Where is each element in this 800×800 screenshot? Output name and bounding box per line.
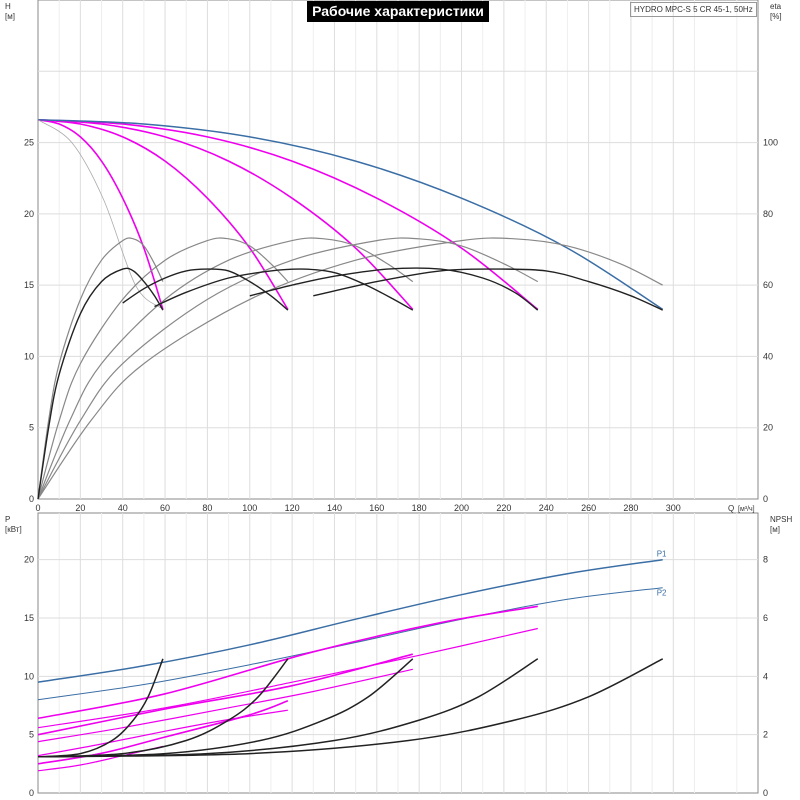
bottom-y2-tick-label: 0 <box>763 788 768 798</box>
pump-model-label: HYDRO MPC-S 5 CR 45-1, 50Hz <box>630 2 757 17</box>
bottom-npsh-curves-series-line <box>37 658 664 758</box>
top-y2-tick-label: 60 <box>763 280 773 290</box>
bottom-y-tick-label: 15 <box>24 613 34 623</box>
top-x-tick-label: 200 <box>454 503 469 513</box>
top-x-tick-label: 0 <box>35 503 40 513</box>
bottom-y2-axis-label: NPSH <box>770 515 792 524</box>
top-efficiency-curves-series-line <box>37 237 663 500</box>
top-x-axis-label: Q <box>728 504 734 513</box>
top-y-axis-unit: [м] <box>5 12 15 21</box>
top-x-tick-label: 140 <box>327 503 342 513</box>
top-x-tick-label: 20 <box>75 503 85 513</box>
bottom-npsh-curves-series-line <box>37 658 164 758</box>
top-head-system-curve-series-line <box>37 119 664 311</box>
top-efficiency-curves-series-line <box>37 237 414 500</box>
top-y-tick-label: 5 <box>29 423 34 433</box>
top-x-tick-label: 220 <box>496 503 511 513</box>
top-y2-axis-unit: [%] <box>770 12 782 21</box>
top-efficiency-curves-dark-series-line <box>249 267 539 311</box>
bottom-y-tick-label: 20 <box>24 555 34 565</box>
bottom-series-annotation-p1: P1 <box>657 550 667 559</box>
top-head-pump-curves-secondary-series-line <box>37 119 162 309</box>
bottom-power-curves-upper-series-line <box>37 653 414 736</box>
bottom-p1-series-line <box>37 558 663 683</box>
top-x-tick-label: 60 <box>160 503 170 513</box>
bottom-y2-tick-label: 6 <box>763 613 768 623</box>
top-y-axis-label: H <box>5 2 11 11</box>
bottom-y2-tick-label: 8 <box>763 555 768 565</box>
bottom-y2-axis-unit: [м] <box>770 525 780 534</box>
bottom-power-curves-upper-series-line <box>37 605 538 720</box>
top-efficiency-curves-dark-series-line <box>37 267 164 500</box>
chart-title: Рабочие характеристики <box>307 1 489 22</box>
top-y-tick-label: 15 <box>24 280 34 290</box>
top-efficiency-curves-dark-series-line <box>154 268 414 311</box>
head-efficiency-panel: 0 5 10 15 20 25 0 20 40 60 80 100 H[м] eta[%] 0 20 40 60 8… <box>5 0 782 513</box>
bottom-y-tick-label: 0 <box>29 788 34 798</box>
top-x-tick-label: 240 <box>539 503 554 513</box>
top-y2-tick-label: 40 <box>763 351 773 361</box>
bottom-series-annotation-p2: P2 <box>657 589 667 598</box>
top-head-pump-curves-series-line <box>37 119 289 310</box>
bottom-p2-series-line <box>37 587 663 701</box>
bottom-y-axis-label: P <box>5 515 10 524</box>
top-x-tick-label: 160 <box>369 503 384 513</box>
top-x-tick-label: 80 <box>202 503 212 513</box>
bottom-y-axis-unit: [кВт] <box>5 525 22 534</box>
top-x-tick-label: 260 <box>581 503 596 513</box>
top-head-pump-curves-series-line <box>37 119 414 310</box>
bottom-y-tick-label: 5 <box>29 730 34 740</box>
bottom-power-curves-series-line <box>37 668 413 743</box>
top-y2-tick-label: 100 <box>763 138 778 148</box>
bottom-y2-tick-label: 4 <box>763 671 768 681</box>
top-head-pump-curves-series-line <box>37 119 539 311</box>
top-x-tick-label: 120 <box>285 503 300 513</box>
top-x-tick-label: 180 <box>412 503 427 513</box>
top-x-tick-label: 280 <box>623 503 638 513</box>
bottom-power-curves-series-line <box>37 627 538 729</box>
top-efficiency-curves-series-line <box>37 237 289 500</box>
top-y2-axis-label: eta <box>770 2 782 11</box>
top-head-pump-curves-series-line <box>37 119 164 310</box>
top-y-tick-label: 25 <box>24 138 34 148</box>
bottom-npsh-curves-series-line <box>37 658 289 758</box>
top-y2-tick-label: 80 <box>763 209 773 219</box>
top-efficiency-curves-dark-series-line <box>313 268 663 311</box>
bottom-y-tick-label: 10 <box>24 671 34 681</box>
top-x-tick-label: 100 <box>242 503 257 513</box>
top-x-tick-label: 40 <box>118 503 128 513</box>
top-x-axis-unit: [м³/ч] <box>738 506 755 513</box>
top-x-tick-label: 300 <box>666 503 681 513</box>
top-y-tick-label: 10 <box>24 351 34 361</box>
top-y2-tick-label: 20 <box>763 423 773 433</box>
bottom-y2-tick-label: 2 <box>763 730 768 740</box>
top-y-tick-label: 0 <box>29 494 34 504</box>
top-efficiency-curves-series-line <box>37 237 164 500</box>
top-y2-tick-label: 0 <box>763 494 768 504</box>
top-efficiency-curves-series-line <box>37 237 539 500</box>
power-npsh-panel: 0 5 10 15 20 0 2 4 6 8 P[кВт] NPSH[м] P1 P2 <box>5 512 792 798</box>
top-y-tick-label: 20 <box>24 209 34 219</box>
